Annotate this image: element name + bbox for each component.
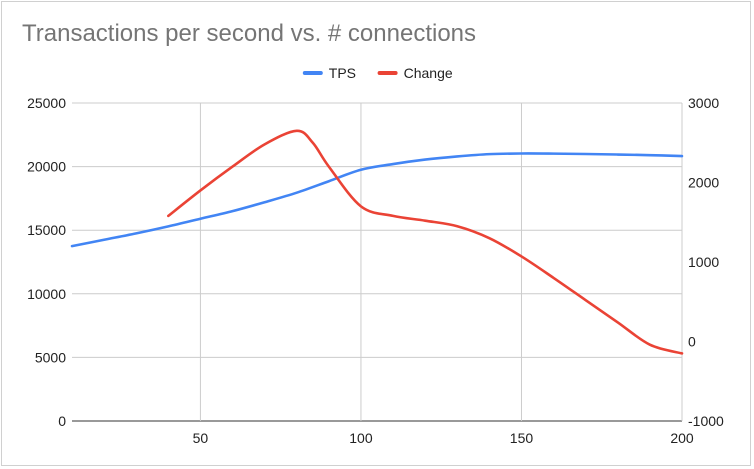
left-tick-label: 20000 (27, 159, 66, 175)
x-tick-label: 100 (349, 430, 373, 446)
legend-item-change: Change (377, 65, 453, 81)
x-tick-label: 150 (510, 430, 534, 446)
legend-label: Change (404, 65, 453, 81)
x-tick-label: 50 (193, 430, 209, 446)
legend-label: TPS (329, 65, 356, 81)
right-tick-label: 0 (688, 334, 696, 350)
left-tick-label: 5000 (35, 349, 66, 365)
right-tick-label: 2000 (688, 175, 719, 191)
right-tick-label: -1000 (688, 413, 724, 429)
right-tick-label: 3000 (688, 95, 719, 111)
x-axis-ticks: 50 100 150 200 (193, 430, 694, 446)
chart-title: Transactions per second vs. # connection… (22, 20, 477, 47)
series-lines (70, 129, 684, 355)
grid-lines (72, 102, 683, 422)
right-axis-ticks: -1000 0 1000 2000 3000 (688, 95, 724, 429)
series-line-change (167, 129, 684, 355)
series-line-tps (70, 152, 684, 248)
left-tick-label: 25000 (27, 95, 66, 111)
left-axis-ticks: 0 5000 10000 15000 20000 25000 (27, 95, 66, 429)
right-tick-label: 1000 (688, 254, 719, 270)
left-tick-label: 0 (58, 413, 66, 429)
left-tick-label: 15000 (27, 222, 66, 238)
x-tick-label: 200 (670, 430, 694, 446)
left-tick-label: 10000 (27, 286, 66, 302)
legend: TPS Change (302, 65, 453, 81)
legend-item-tps: TPS (302, 65, 356, 81)
